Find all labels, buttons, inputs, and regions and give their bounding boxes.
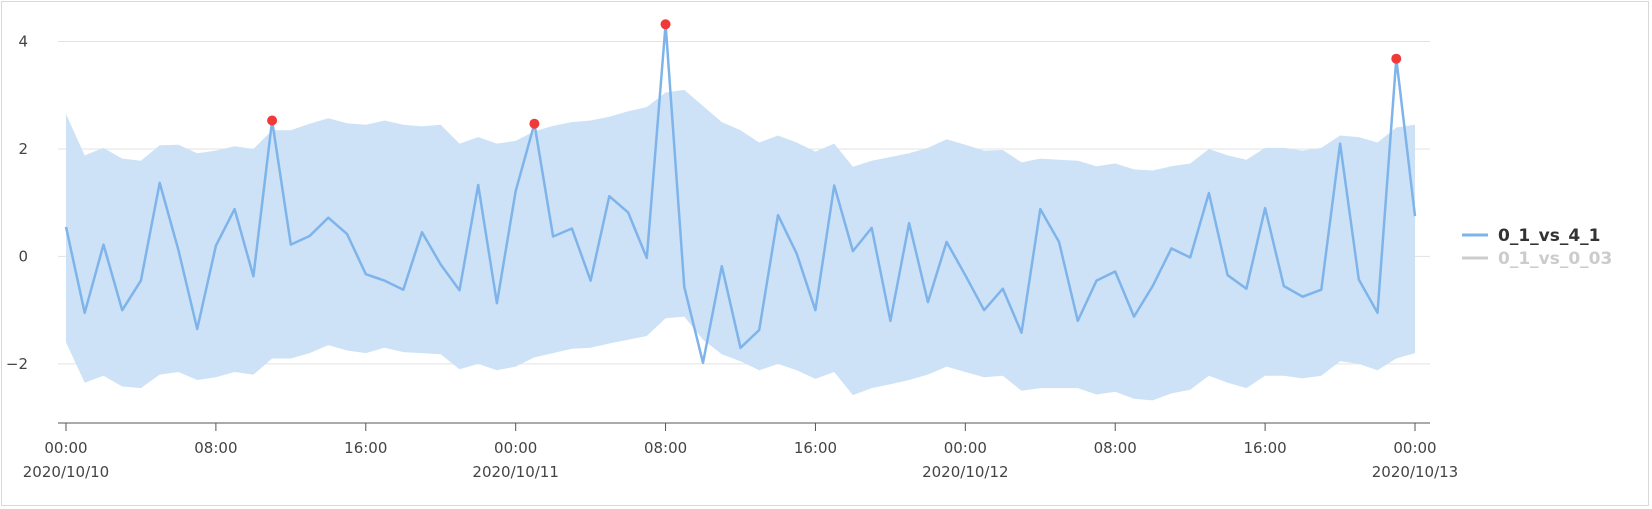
anomaly-point-2	[660, 19, 671, 30]
anomaly-point-0	[267, 115, 278, 126]
x-date-label-0: 2020/10/10	[23, 463, 109, 481]
x-axis: 00:00 2020/10/10 08:00 16:00 00:00 2020/10/11…	[23, 422, 1458, 481]
confidence-band	[66, 89, 1415, 401]
y-axis: 4 2 0 −2	[6, 32, 28, 372]
x-tick-label-8: 16:00	[1243, 439, 1286, 457]
y-tick-label-2: 0	[18, 247, 28, 265]
x-tick-label-9: 00:00	[1393, 439, 1436, 457]
x-date-label-6: 2020/10/12	[922, 463, 1008, 481]
legend-item-1[interactable]: 0_1_vs_0_03	[1462, 249, 1612, 269]
x-tick-label-7: 08:00	[1094, 439, 1137, 457]
x-tick-label-1: 08:00	[194, 439, 237, 457]
x-tick-label-4: 08:00	[644, 439, 687, 457]
x-tick-label-0: 00:00	[44, 439, 87, 457]
legend-label-1: 0_1_vs_0_03	[1498, 249, 1612, 269]
x-tick-label-6: 00:00	[944, 439, 987, 457]
x-tick-label-3: 00:00	[494, 439, 537, 457]
y-tick-label-0: 4	[18, 32, 28, 50]
x-date-label-3: 2020/10/11	[472, 463, 558, 481]
series-line-0_1_vs_4_1	[64, 23, 1417, 365]
anomaly-point-3	[1391, 53, 1402, 64]
legend-item-0[interactable]: 0_1_vs_4_1	[1462, 226, 1601, 246]
x-date-label-9: 2020/10/13	[1372, 463, 1458, 481]
y-tick-label-1: 2	[18, 140, 28, 158]
anomaly-points	[267, 19, 1402, 129]
x-tick-label-2: 16:00	[344, 439, 387, 457]
anomaly-point-1	[529, 118, 540, 129]
legend: 0_1_vs_4_1 0_1_vs_0_03	[1462, 226, 1612, 269]
legend-label-0: 0_1_vs_4_1	[1498, 226, 1601, 246]
y-tick-label-3: −2	[6, 355, 28, 373]
x-tick-label-5: 16:00	[794, 439, 837, 457]
